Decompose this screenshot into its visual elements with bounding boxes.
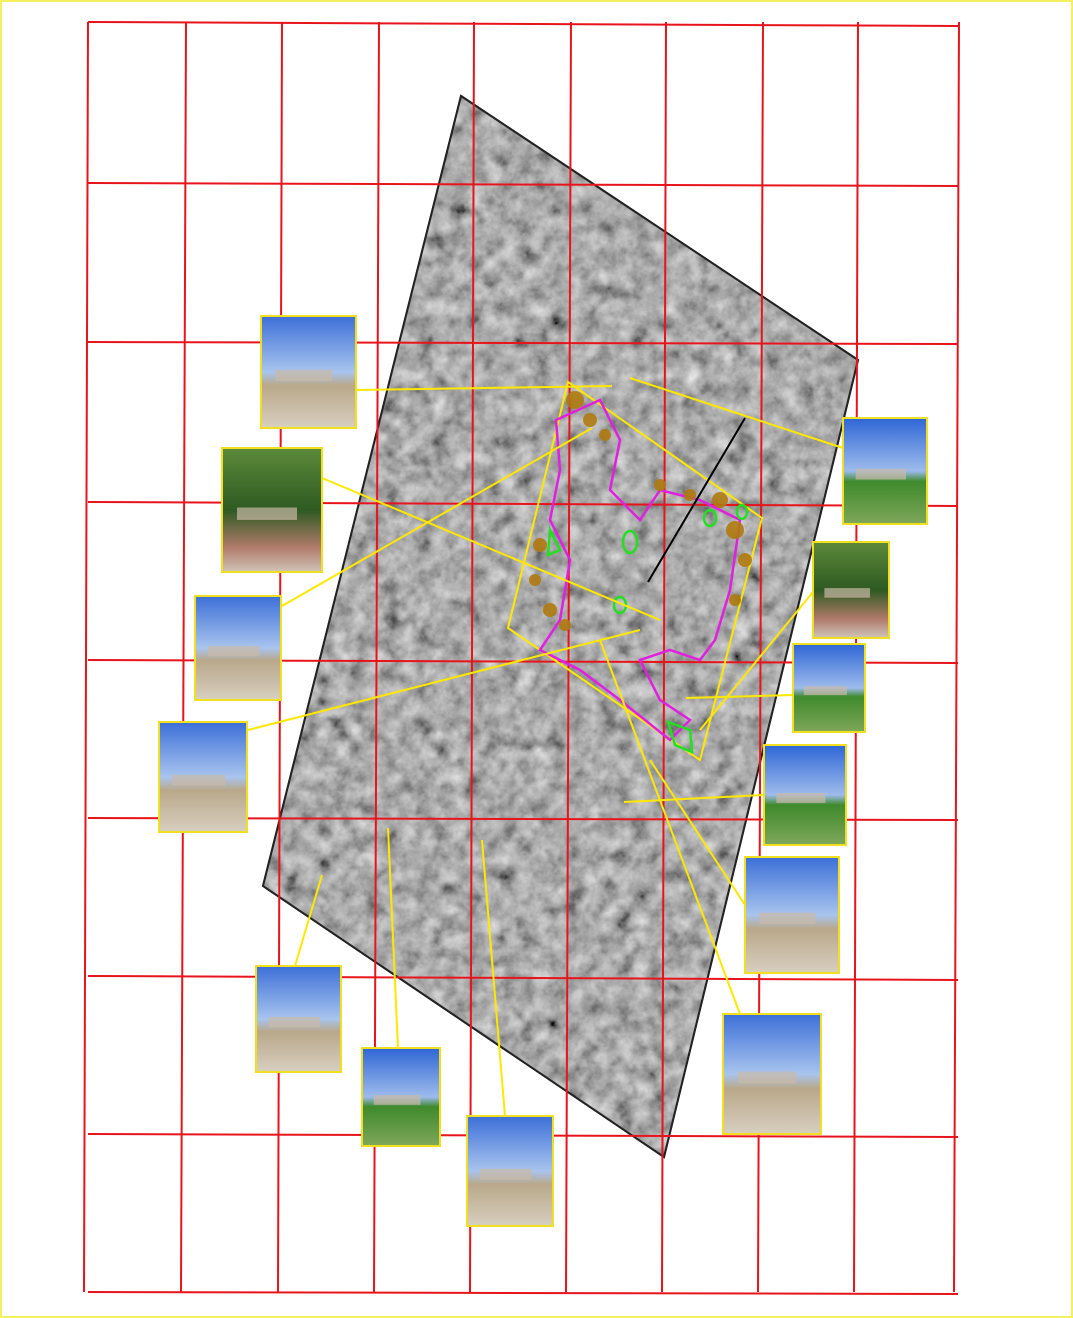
- photo: [763, 744, 847, 846]
- photo-buildings: [172, 774, 225, 786]
- leader-line: [685, 694, 794, 699]
- grid-line: [953, 21, 960, 1293]
- photo-buildings: [776, 793, 826, 803]
- photo: [842, 417, 928, 525]
- study-boundary: [506, 380, 764, 762]
- leader-line: [321, 477, 661, 621]
- photo: [255, 965, 342, 1073]
- grid-line: [83, 21, 89, 1293]
- aerial-outline: [261, 94, 860, 1159]
- grid-line: [87, 975, 959, 981]
- settlement-spots: [529, 391, 752, 631]
- leader-line: [247, 629, 641, 731]
- leader-line: [599, 639, 741, 1015]
- leader-line: [387, 827, 399, 1049]
- transect: [647, 417, 746, 583]
- leader-line: [355, 385, 613, 391]
- photo: [221, 447, 323, 573]
- photo: [792, 643, 866, 733]
- photo: [361, 1047, 441, 1147]
- urban-outline: [538, 398, 742, 742]
- photo: [466, 1115, 554, 1227]
- photo-buildings: [268, 1016, 320, 1028]
- leader-line: [629, 377, 844, 449]
- photo: [744, 856, 840, 974]
- photo: [194, 595, 282, 701]
- leader-line: [481, 839, 506, 1117]
- photo-buildings: [207, 645, 260, 657]
- photo: [158, 721, 248, 833]
- photo: [260, 315, 357, 429]
- photo: [812, 541, 890, 639]
- photo-leaders: [247, 377, 844, 1117]
- grid-line: [565, 21, 572, 1293]
- photo-buildings: [237, 507, 297, 520]
- grid-line: [87, 182, 959, 187]
- photo: [722, 1013, 822, 1135]
- photos: [158, 315, 928, 1227]
- study-area: [506, 380, 764, 762]
- photo-buildings: [803, 686, 847, 696]
- leader-line: [649, 759, 746, 906]
- grid-line: [87, 1291, 959, 1295]
- photo-buildings: [479, 1168, 532, 1180]
- leader-line: [623, 794, 765, 803]
- grid-line: [469, 21, 475, 1293]
- photo-buildings: [737, 1071, 797, 1084]
- photo-buildings: [373, 1095, 421, 1105]
- grid-line: [180, 21, 187, 1293]
- photo-buildings: [855, 468, 906, 480]
- photo-buildings: [824, 588, 870, 598]
- grid-line: [661, 21, 667, 1293]
- leader-line: [294, 874, 323, 967]
- grid-line: [87, 21, 959, 27]
- photo-buildings: [759, 912, 816, 925]
- photo-buildings: [275, 369, 333, 381]
- leader-line: [281, 427, 593, 607]
- leader-line: [699, 591, 814, 731]
- grid-line: [87, 341, 959, 345]
- green-areas: [546, 503, 749, 754]
